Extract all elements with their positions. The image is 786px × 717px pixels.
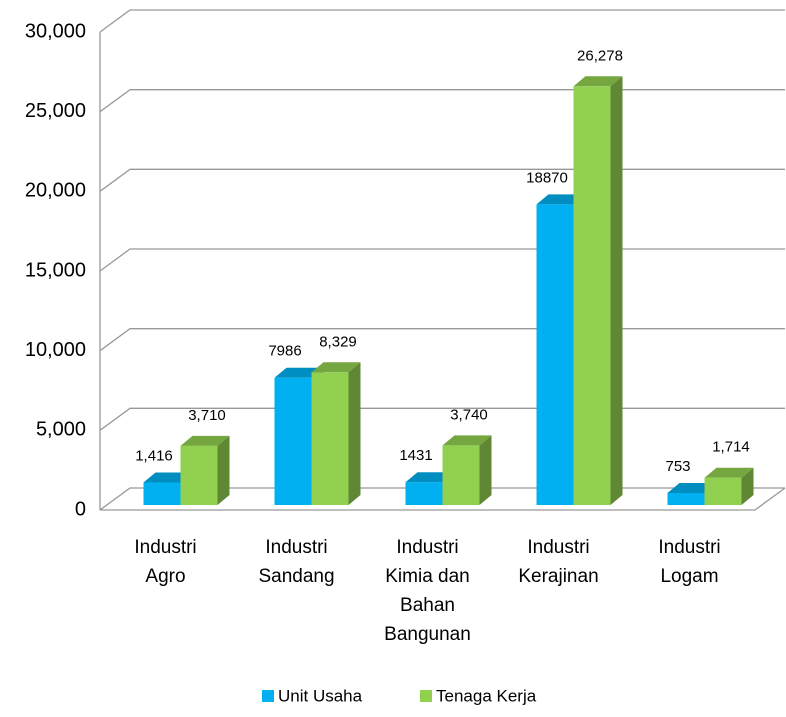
bar: [704, 467, 754, 505]
bar-top: [573, 76, 623, 87]
data-label: 1,416: [135, 447, 173, 464]
bar-top: [536, 194, 586, 205]
data-label: 1431: [399, 447, 432, 464]
data-label: 753: [665, 458, 690, 475]
bar-top: [180, 435, 230, 446]
y-tick-label: 15,000: [25, 259, 86, 281]
bar-top: [143, 472, 193, 483]
bar-top: [442, 435, 492, 446]
bar-side: [348, 362, 361, 505]
bar: [442, 435, 492, 505]
bar-front: [311, 372, 349, 505]
legend-swatch: [262, 690, 274, 702]
grid-line: [99, 168, 785, 192]
data-label: 1,714: [712, 439, 750, 456]
y-tick-label: 30,000: [25, 20, 86, 42]
data-label: 7986: [268, 343, 301, 360]
grid-line: [99, 89, 785, 113]
y-tick-label: 25,000: [25, 100, 86, 122]
grid-line: [99, 248, 785, 272]
y-tick-label: 20,000: [25, 180, 86, 202]
bar-front: [573, 86, 611, 505]
x-tick-label: Industri Agro: [134, 537, 196, 587]
bar-front: [704, 477, 742, 505]
x-tick-label: Industri Sandang: [258, 537, 334, 587]
bar-front: [667, 493, 705, 505]
bar-top: [704, 467, 754, 478]
data-label: 3,710: [188, 407, 226, 424]
x-tick-label: Industri Kerajinan: [518, 537, 598, 587]
y-tick-label: 0: [75, 498, 86, 520]
legend-label: Unit Usaha: [278, 686, 363, 705]
bar-top: [667, 483, 717, 494]
y-tick-label: 10,000: [25, 339, 86, 361]
bar: [311, 362, 361, 505]
x-tick-label: Industri Kimia dan Bahan Bangunan: [384, 537, 471, 645]
bar-top: [274, 367, 324, 378]
data-label: 8,329: [319, 333, 357, 350]
bar-top: [311, 362, 361, 373]
legend-swatch: [420, 690, 432, 702]
grid-line: [99, 9, 785, 33]
x-tick-label: Industri Logam: [658, 537, 720, 587]
bar-front: [180, 445, 218, 505]
bar-front: [536, 204, 574, 505]
y-tick-label: 5,000: [36, 419, 86, 441]
data-label: 18870: [526, 169, 568, 186]
bar-side: [479, 435, 492, 505]
grid-line: [99, 328, 785, 352]
bar: [573, 76, 623, 505]
bar-side: [741, 467, 754, 505]
bar-top: [405, 472, 455, 483]
legend-label: Tenaga Kerja: [436, 686, 537, 705]
bar-front: [274, 377, 312, 505]
bar: [180, 435, 230, 505]
bar-side: [610, 76, 623, 505]
bar-front: [442, 445, 480, 505]
bar-front: [143, 482, 181, 505]
bar-side: [217, 435, 230, 505]
data-label: 3,740: [450, 406, 488, 423]
data-label: 26,278: [577, 47, 623, 64]
bar-front: [405, 482, 443, 505]
floor: [100, 487, 786, 511]
